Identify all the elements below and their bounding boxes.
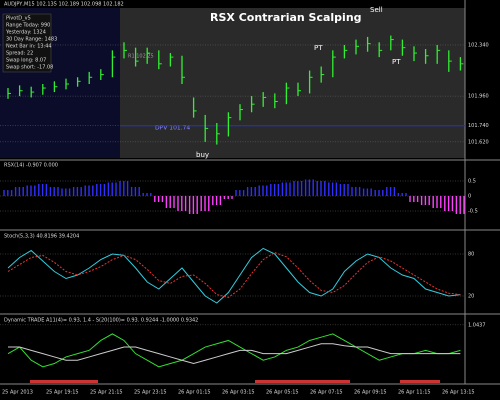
time-label: 26 Apr 03:15 <box>222 390 255 396</box>
info-row: Range Today: 990 <box>6 23 50 29</box>
y-tick-label: 0 <box>468 194 471 200</box>
pt-label: PT <box>392 58 401 66</box>
y-tick-label: 1.0437 <box>468 322 486 328</box>
y-tick-label: 101.620 <box>468 139 489 145</box>
indicator-line <box>8 343 461 365</box>
info-row: PivotD_v5 <box>6 16 31 22</box>
rsx-title: RSX(14) -0.907 0.000 <box>4 163 58 169</box>
info-row: Yesterday: 1324 <box>5 30 46 36</box>
buy-label: buy <box>196 151 209 159</box>
dpv-label: DPV 101.74 <box>155 125 190 132</box>
stoch-title: Stoch(5,3,3) 40.8196 39.4204 <box>4 234 79 240</box>
session-bar <box>400 380 440 383</box>
time-label: 25 Apr 23:15 <box>134 390 167 396</box>
indicator-line <box>7 247 461 304</box>
time-label: 26 Apr 13:15 <box>442 390 475 396</box>
y-tick-label: 0.5 <box>468 179 476 185</box>
y-tick-label: 80 <box>468 252 474 258</box>
info-row: Spread: 22 <box>6 51 33 57</box>
time-label: 25 Apr 21:15 <box>90 390 123 396</box>
time-label: 26 Apr 11:15 <box>398 390 431 396</box>
time-label: 26 Apr 09:15 <box>354 390 387 396</box>
session-bar <box>255 380 350 383</box>
chart-title: RSX Contrarian Scalping <box>210 11 362 24</box>
symbol-header: AUDJPY,M15 102.135 102.189 102.098 102.1… <box>4 2 124 8</box>
active-zone <box>120 8 465 158</box>
y-tick-label: 102.340 <box>468 42 489 48</box>
y-tick-label: -0.5 <box>468 209 478 215</box>
y-tick-label: 20 <box>468 294 474 300</box>
info-row: 30 Day Range: 1483 <box>6 37 57 43</box>
time-label: 25 Apr 2013 <box>2 390 33 396</box>
info-box <box>2 13 52 73</box>
info-row: Swap long: 8.07 <box>6 58 46 64</box>
session-markers <box>30 380 440 383</box>
pt-label: PT <box>314 44 323 52</box>
indicator-line <box>7 333 461 368</box>
sell-label: Sell <box>370 6 383 14</box>
time-label: 25 Apr 19:15 <box>46 390 79 396</box>
info-row: Swap short: -17.08 <box>6 65 53 71</box>
r1-label: R1 102.25 <box>128 54 154 60</box>
dynamic-title: Dynamic TRADE A11(4)= 0.93, 1.4 - S(20(1… <box>4 318 198 324</box>
y-tick-label: 101.960 <box>468 94 489 100</box>
info-row: Next Bar in: 13:44 <box>6 44 52 50</box>
time-label: 26 Apr 07:15 <box>310 390 343 396</box>
indicator-line <box>7 252 461 298</box>
session-bar <box>30 380 98 383</box>
time-label: 26 Apr 01:15 <box>178 390 211 396</box>
time-label: 26 Apr 05:15 <box>266 390 299 396</box>
y-tick-label: 101.740 <box>468 123 489 129</box>
